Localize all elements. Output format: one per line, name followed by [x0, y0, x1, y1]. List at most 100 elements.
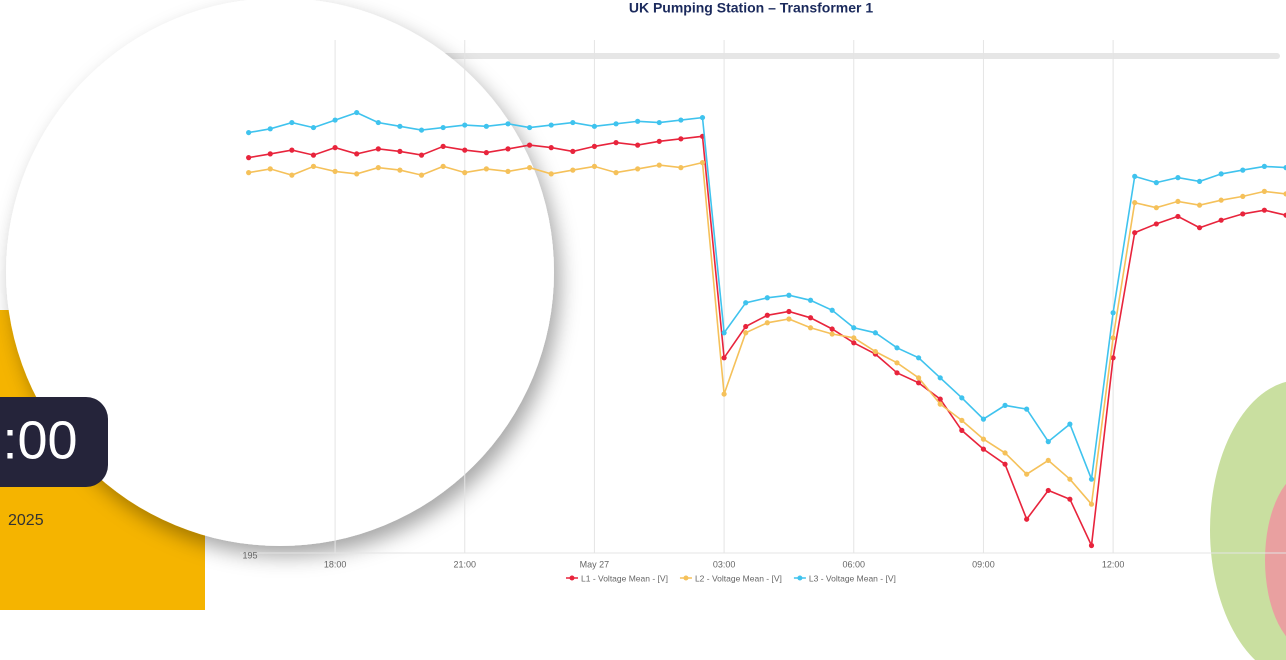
data-point [1197, 203, 1202, 208]
data-point [938, 375, 943, 380]
data-point [894, 370, 899, 375]
data-point [1262, 164, 1267, 169]
data-point [1089, 477, 1094, 482]
data-point [981, 447, 986, 452]
data-point [1262, 189, 1267, 194]
data-point [1111, 335, 1116, 340]
x-tick-label: 12:00 [1102, 559, 1125, 569]
x-tick-label: 09:00 [972, 559, 995, 569]
data-point [484, 166, 489, 171]
data-point [1132, 200, 1137, 205]
data-point [959, 418, 964, 423]
data-point [1240, 168, 1245, 173]
chart-title: UK Pumping Station – Transformer 1 [629, 0, 873, 16]
data-point [527, 125, 532, 130]
data-point [678, 117, 683, 122]
data-point [527, 165, 532, 170]
data-point [894, 345, 899, 350]
data-point [419, 153, 424, 158]
data-point [700, 115, 705, 120]
data-point [397, 124, 402, 129]
data-point [1132, 230, 1137, 235]
data-point [873, 330, 878, 335]
data-point [1175, 199, 1180, 204]
data-point [1240, 194, 1245, 199]
data-point [505, 146, 510, 151]
data-point [289, 173, 294, 178]
data-point [376, 120, 381, 125]
data-point [1240, 211, 1245, 216]
legend-label: L2 - Voltage Mean - [V] [695, 573, 782, 583]
page: { "badge": {"time": ":00", "year": "2025… [0, 0, 1286, 660]
data-point [613, 121, 618, 126]
data-point [851, 335, 856, 340]
data-point [700, 160, 705, 165]
data-point [830, 331, 835, 336]
data-point [981, 437, 986, 442]
data-point [721, 355, 726, 360]
data-point [1154, 205, 1159, 210]
data-point [354, 110, 359, 115]
data-point [570, 120, 575, 125]
data-point [635, 166, 640, 171]
data-point [289, 120, 294, 125]
x-tick-label: 21:00 [453, 559, 476, 569]
data-point [1111, 310, 1116, 315]
data-point [873, 349, 878, 354]
data-point [959, 428, 964, 433]
data-point [765, 313, 770, 318]
data-point [484, 150, 489, 155]
data-point [1219, 218, 1224, 223]
data-point [1154, 180, 1159, 185]
data-point [1024, 407, 1029, 412]
data-point [505, 121, 510, 126]
data-point [332, 145, 337, 150]
legend-marker [683, 576, 688, 581]
data-point [1154, 221, 1159, 226]
data-point [786, 309, 791, 314]
data-point [938, 402, 943, 407]
data-point [1067, 477, 1072, 482]
data-point [1197, 179, 1202, 184]
data-point [311, 164, 316, 169]
data-point [592, 124, 597, 129]
x-tick-label: 03:00 [713, 559, 736, 569]
data-point [419, 173, 424, 178]
data-point [441, 144, 446, 149]
data-point [635, 143, 640, 148]
data-point [959, 395, 964, 400]
x-tick-label: May 27 [580, 559, 610, 569]
legend-label: L1 - Voltage Mean - [V] [581, 573, 668, 583]
data-point [613, 170, 618, 175]
data-point [1089, 502, 1094, 507]
data-point [311, 125, 316, 130]
badge-year: 2025 [8, 512, 44, 529]
data-point [981, 417, 986, 422]
data-point [1002, 462, 1007, 467]
legend-item: L2 - Voltage Mean - [V] [680, 573, 782, 583]
data-point [332, 117, 337, 122]
data-point [657, 139, 662, 144]
data-point [419, 127, 424, 132]
data-point [1002, 403, 1007, 408]
data-point [1002, 450, 1007, 455]
data-point [246, 130, 251, 135]
data-point [462, 148, 467, 153]
data-point [354, 171, 359, 176]
x-tick-label: 18:00 [324, 559, 347, 569]
legend-item: L1 - Voltage Mean - [V] [566, 573, 668, 583]
y-tick-label: 195 [242, 550, 257, 560]
data-point [549, 171, 554, 176]
data-point [657, 163, 662, 168]
data-point [441, 164, 446, 169]
badge-time: :00 [2, 410, 77, 470]
data-point [1262, 208, 1267, 213]
data-point [678, 136, 683, 141]
data-point [635, 119, 640, 124]
legend-item: L3 - Voltage Mean - [V] [794, 573, 896, 583]
data-point [1046, 458, 1051, 463]
data-point [397, 149, 402, 154]
data-point [1219, 171, 1224, 176]
data-point [570, 149, 575, 154]
x-tick-label: 06:00 [843, 559, 866, 569]
